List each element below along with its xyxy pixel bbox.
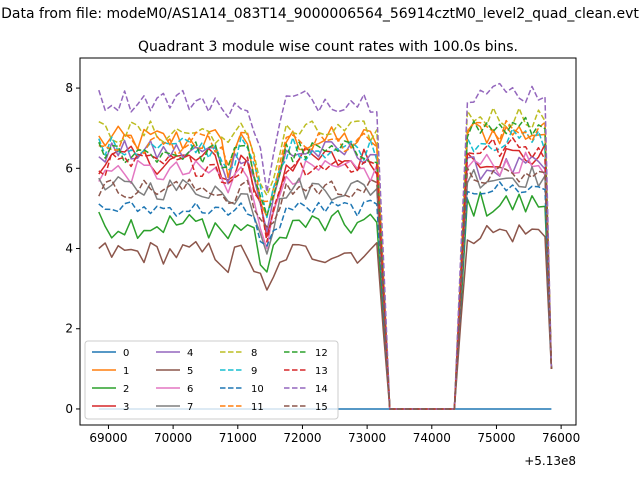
series-line-14 [98,82,553,410]
y-tick-label: 6 [65,161,73,175]
figure-suptitle: Data from file: modeM0/AS1A14_083T14_900… [1,6,639,22]
legend-label-11: 11 [251,402,264,413]
legend-label-13: 13 [315,366,328,377]
chart-title: Quadrant 3 module wise count rates with … [138,39,518,55]
legend-label-5: 5 [187,366,193,377]
x-tick-label: 75000 [477,431,515,445]
series-line-9 [98,128,553,410]
x-tick-label: 70000 [154,431,192,445]
plot-frame [79,57,577,426]
y-tick-label: 8 [65,81,73,95]
x-axis-offset-label: +5.13e8 [524,454,576,468]
series-line-11 [98,119,553,410]
legend-label-15: 15 [315,402,328,413]
legend-label-2: 2 [123,384,129,395]
legend-label-14: 14 [315,384,328,395]
series-line-10 [98,181,553,410]
series-line-8 [98,107,553,410]
legend-label-1: 1 [123,366,129,377]
legend-label-6: 6 [187,384,193,395]
series-line-12 [98,116,553,410]
x-tick-label: 76000 [542,431,580,445]
series-line-13 [98,136,553,410]
x-tick-label: 72000 [283,431,321,445]
legend-label-4: 4 [187,348,193,359]
legend-label-8: 8 [251,348,257,359]
series-line-6 [98,151,553,410]
legend-box [84,340,339,420]
y-tick-label: 2 [65,322,73,336]
series-line-15 [98,166,553,410]
x-tick-label: 73000 [348,431,386,445]
y-axis: 0 2 4 6 8 [65,81,80,416]
series-line-7 [98,165,553,410]
y-tick-label: 4 [65,242,73,256]
legend-label-12: 12 [315,348,328,359]
y-tick-label: 0 [65,402,73,416]
legend-label-3: 3 [123,402,129,413]
x-tick-label: 71000 [219,431,257,445]
series-line-5 [98,224,553,410]
legend-label-0: 0 [123,348,129,359]
series-lines [98,82,553,410]
legend-label-7: 7 [187,402,193,413]
x-tick-label: 69000 [89,431,127,445]
series-line-2 [98,191,553,410]
legend-label-9: 9 [251,366,257,377]
legend-label-10: 10 [251,384,264,395]
x-tick-label: 74000 [413,431,451,445]
x-axis: 69000 70000 71000 72000 73000 74000 75000 76000 [89,425,580,445]
